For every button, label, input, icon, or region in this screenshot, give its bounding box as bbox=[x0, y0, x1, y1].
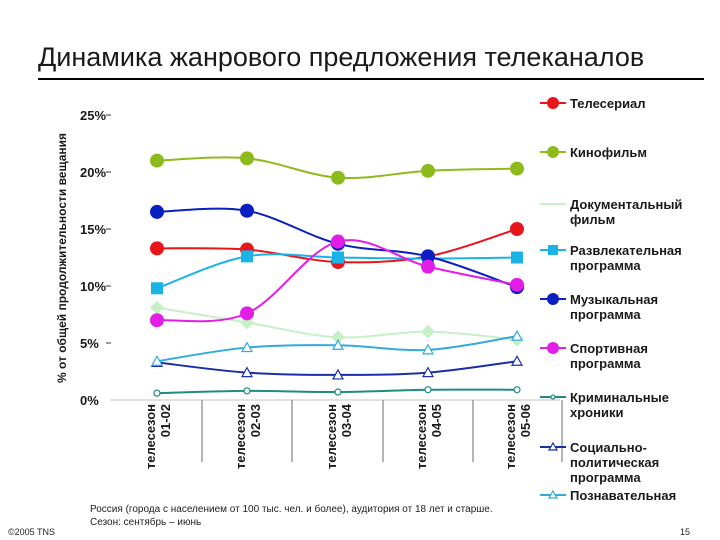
data-point bbox=[421, 249, 435, 264]
legend-marker bbox=[547, 441, 559, 451]
data-point bbox=[150, 153, 164, 168]
data-point bbox=[331, 330, 345, 345]
data-point bbox=[150, 300, 164, 315]
data-point bbox=[150, 241, 164, 256]
data-point bbox=[421, 324, 435, 339]
y-tick-label: 10% bbox=[80, 279, 106, 294]
data-point bbox=[510, 329, 524, 341]
data-point bbox=[150, 204, 164, 219]
data-point bbox=[510, 355, 524, 366]
data-point bbox=[240, 151, 254, 166]
data-point bbox=[331, 339, 345, 350]
x-tick-label: телесезон03-04 bbox=[324, 403, 354, 469]
data-point bbox=[332, 251, 344, 264]
data-point bbox=[421, 259, 435, 274]
data-point bbox=[510, 222, 524, 236]
data-point bbox=[240, 203, 254, 218]
legend-label: Кинофильм bbox=[570, 145, 647, 160]
legend-marker bbox=[547, 293, 559, 305]
legend-marker bbox=[548, 245, 558, 255]
data-point bbox=[240, 366, 254, 378]
legend-label: Криминальные хроники bbox=[570, 390, 669, 420]
data-point bbox=[243, 387, 251, 395]
legend-marker bbox=[547, 97, 559, 109]
y-tick-label: 0% bbox=[80, 393, 99, 408]
legend-label: Спортивная программа bbox=[570, 341, 648, 371]
data-point bbox=[513, 386, 521, 394]
data-point bbox=[510, 277, 524, 292]
data-point bbox=[421, 343, 435, 355]
x-tick-label: телесезон01-02 bbox=[143, 404, 173, 469]
legend-marker bbox=[550, 394, 556, 400]
page-number: 15 bbox=[680, 527, 691, 537]
data-point bbox=[241, 250, 253, 263]
data-point bbox=[150, 313, 164, 328]
legend-marker bbox=[547, 342, 559, 354]
data-point bbox=[511, 251, 523, 264]
data-point bbox=[421, 366, 435, 378]
legend-marker bbox=[547, 146, 559, 158]
legend-label: Познавательная bbox=[570, 488, 676, 503]
title-underline bbox=[38, 78, 704, 80]
data-point bbox=[334, 388, 342, 396]
footnote-line-1: Россия (города с населением от 100 тыс. … bbox=[90, 504, 493, 515]
legend-label: Социально-политическая программа bbox=[570, 440, 659, 485]
legend-label: Развлекательная программа bbox=[570, 243, 682, 273]
y-axis-title: % от общей продолжительности вещания bbox=[55, 133, 69, 383]
data-point bbox=[240, 306, 254, 321]
data-point bbox=[331, 234, 345, 249]
y-tick-label: 25% bbox=[80, 108, 106, 123]
data-point bbox=[331, 368, 345, 380]
legend-label: Музыкальная программа bbox=[570, 292, 658, 322]
legend-label: Документальный фильм bbox=[570, 197, 682, 227]
slide-title: Динамика жанрового предложения телеканал… bbox=[38, 42, 645, 72]
y-tick-label: 15% bbox=[80, 222, 106, 237]
y-tick-label: 5% bbox=[80, 336, 99, 351]
legend-marker bbox=[547, 489, 559, 499]
y-tick-label: 20% bbox=[80, 165, 106, 180]
x-tick-label: телесезон05-06 bbox=[503, 404, 533, 469]
footnote-line-2: Сезон: сентябрь – июнь bbox=[90, 517, 202, 528]
data-point bbox=[240, 341, 254, 353]
legend-label: Телесериал bbox=[570, 96, 646, 111]
data-point bbox=[421, 163, 435, 178]
data-point bbox=[510, 161, 524, 176]
footnote: Россия (города с населением от 100 тыс. … bbox=[90, 503, 493, 529]
x-tick-label: телесезон04-05 bbox=[414, 404, 444, 469]
data-point bbox=[153, 389, 161, 397]
data-point bbox=[424, 386, 432, 394]
copyright: ©2005 TNS bbox=[8, 527, 55, 537]
data-point bbox=[331, 170, 345, 185]
data-point bbox=[151, 282, 163, 295]
x-tick-label: телесезон02-03 bbox=[233, 404, 263, 469]
data-point bbox=[150, 355, 164, 366]
